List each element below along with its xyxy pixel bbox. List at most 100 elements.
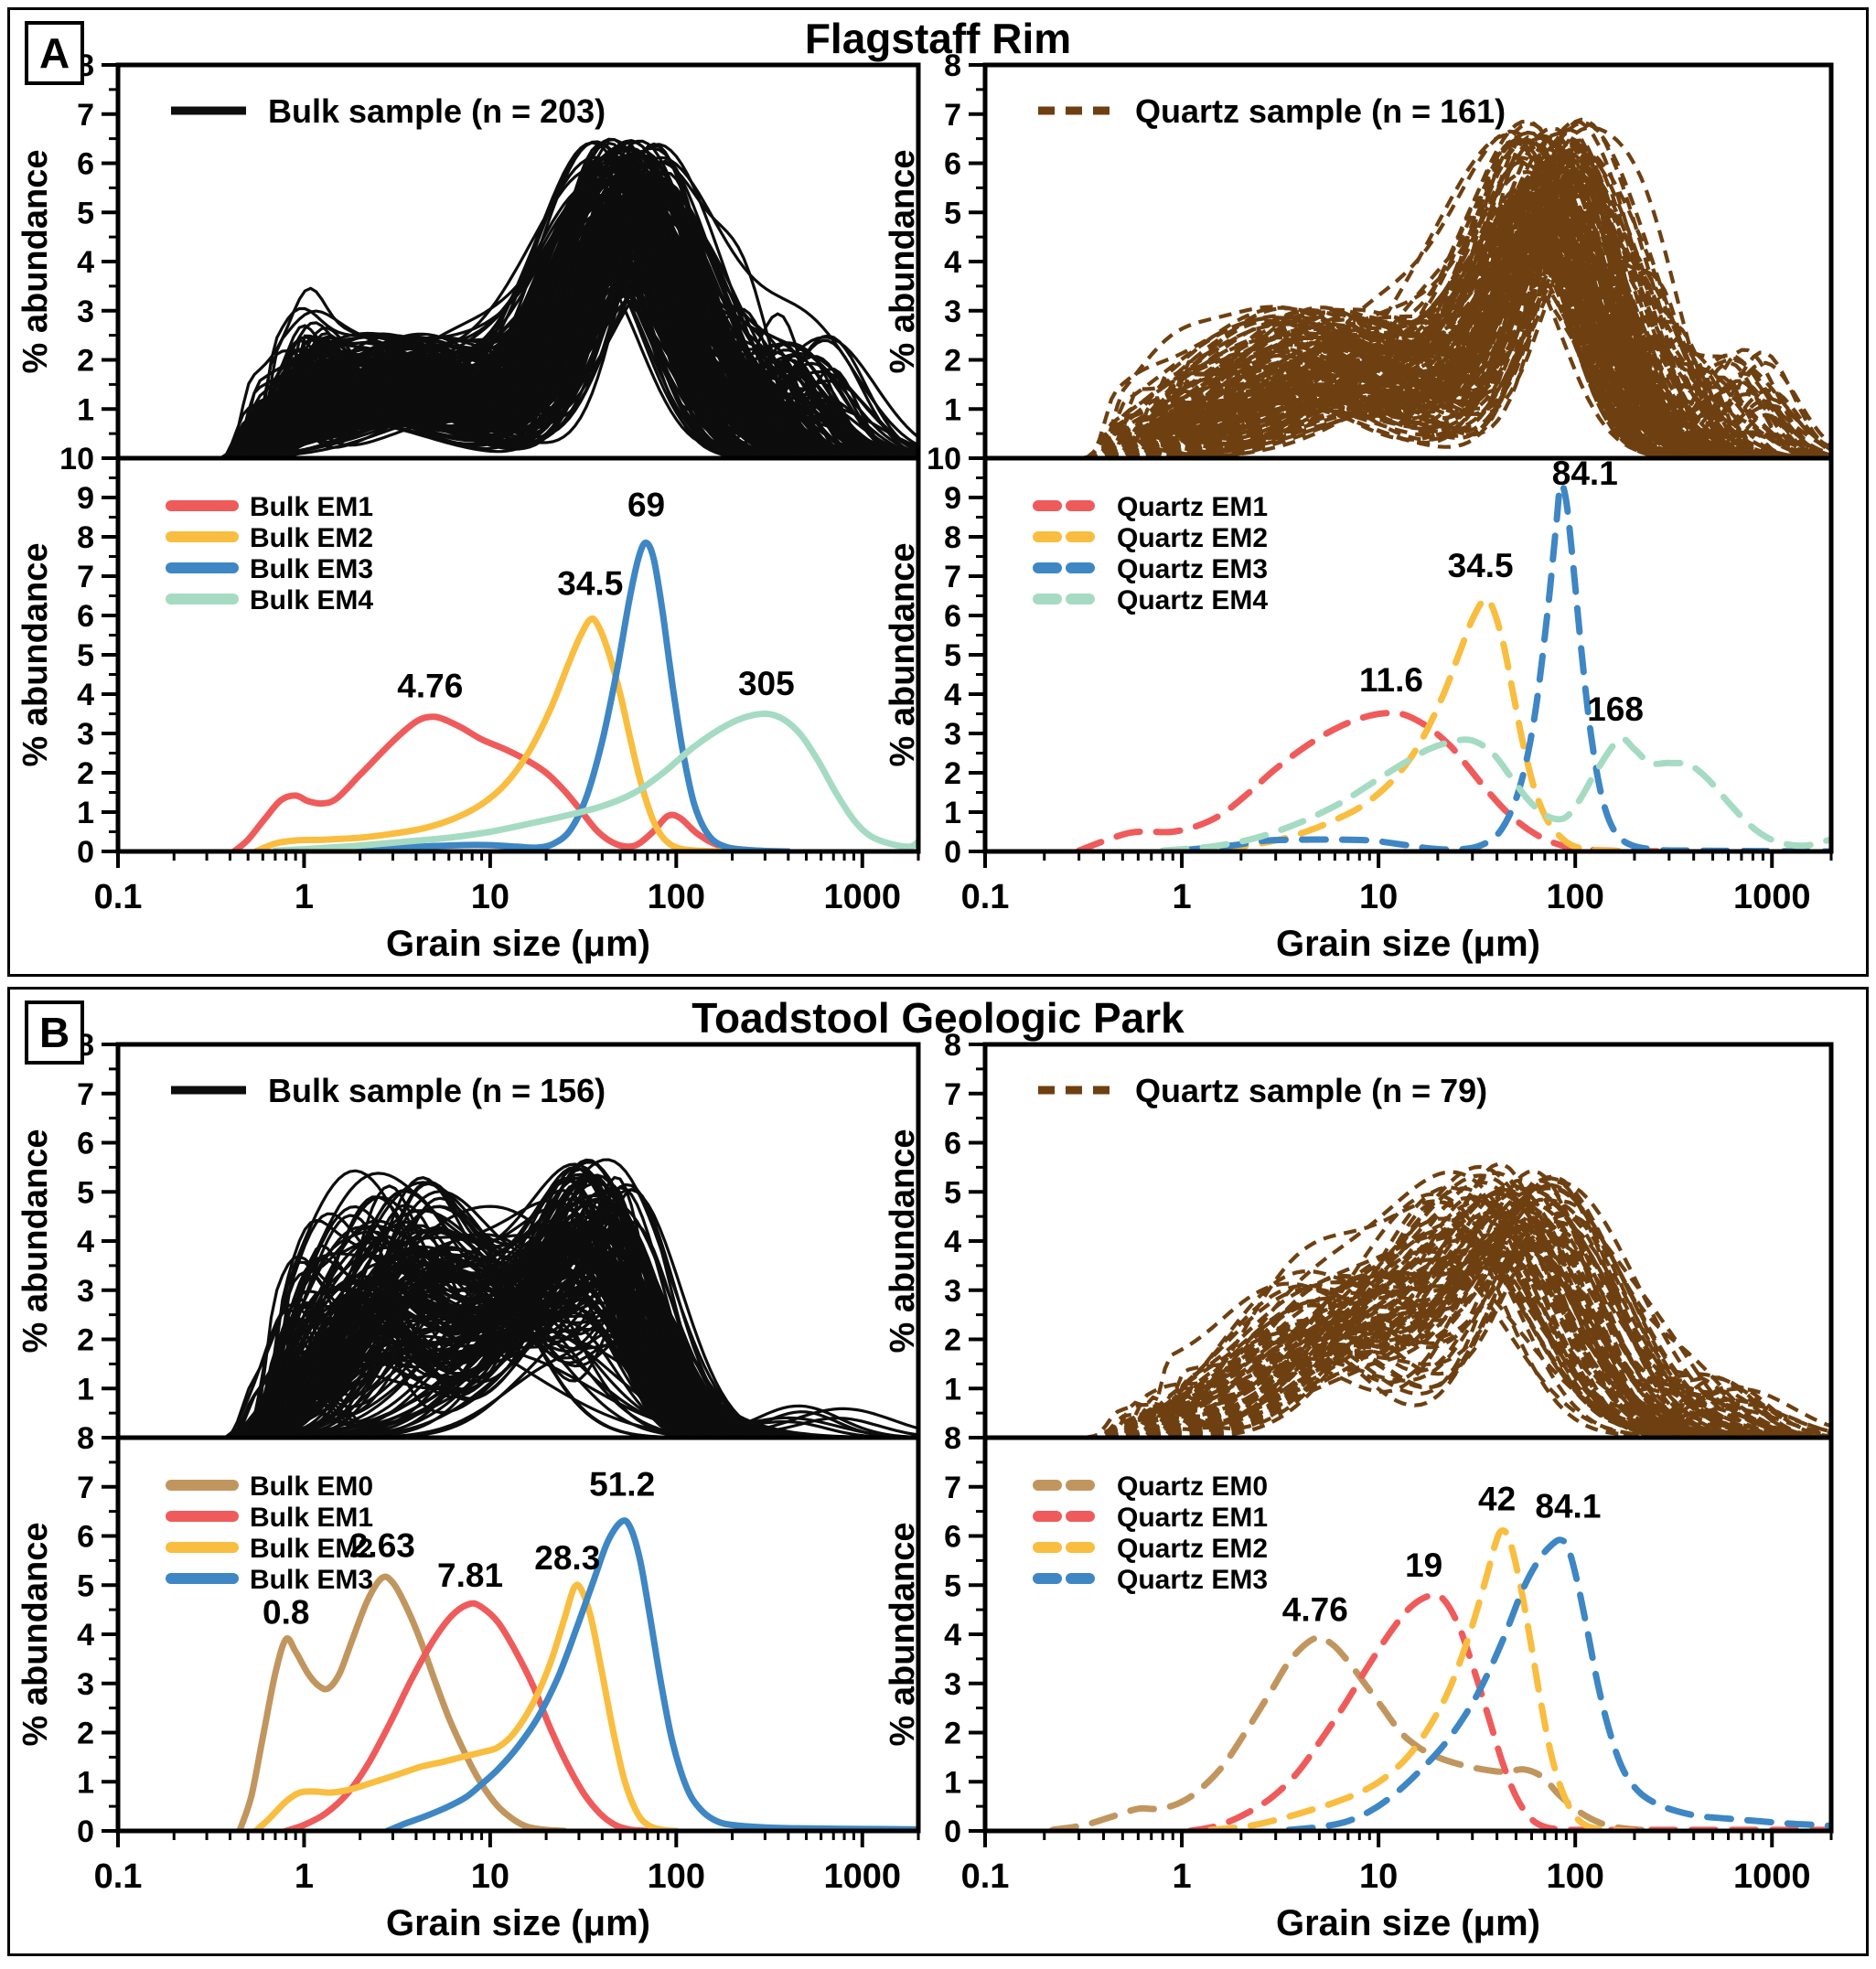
bulk-endmember-plot — [236, 1517, 918, 1831]
y-tick-label: 8 — [944, 520, 961, 555]
sample-curve — [1064, 219, 1831, 458]
legend-label-sample: Quartz sample (n = 79) — [1135, 1072, 1487, 1109]
y-tick-label: 3 — [944, 1274, 961, 1309]
y-tick-label: 8 — [77, 520, 94, 555]
peak-label-19: 19 — [1405, 1546, 1442, 1584]
legend-label-sample: Bulk sample (n = 203) — [268, 92, 606, 130]
y-tick-label: 10 — [59, 442, 94, 476]
sample-curve — [192, 273, 918, 458]
y-axis-bottom: 0 1 2 3 4 5 6 7 8 9 10 — [59, 442, 118, 870]
y-axis-title: % abundance — [16, 543, 55, 767]
bulk-em3-curve — [292, 539, 792, 851]
x-tick-label: 1 — [295, 878, 314, 916]
x-tick-label: 1000 — [823, 878, 901, 916]
quartz-em2-curve — [1207, 1527, 1638, 1831]
quartz-em4-curve — [1159, 735, 1831, 851]
legend-label-bulk-em3: Bulk EM3 — [250, 1565, 373, 1595]
x-axis-label: Grain size (μm) — [386, 1903, 650, 1943]
y-tick-label: 4 — [77, 1618, 94, 1653]
y-tick-label: 6 — [77, 599, 94, 634]
quartz-sample-plot — [1064, 1161, 1831, 1438]
bulk-peak-labels: 4.76 34.5 69 305 — [397, 487, 794, 705]
x-tick-label: 1000 — [1733, 878, 1811, 916]
sample-curve — [192, 1262, 918, 1438]
peak-label-42: 42 — [1478, 1481, 1516, 1518]
y-axis-title: % abundance — [16, 1129, 55, 1354]
y-tick-label: 7 — [77, 560, 94, 594]
peak-label-69: 69 — [627, 487, 665, 524]
legend-label-quartz-em3: Quartz EM3 — [1117, 1565, 1268, 1595]
peak-label-7.81: 7.81 — [437, 1557, 503, 1594]
peak-label-28.3: 28.3 — [534, 1539, 600, 1577]
quartz-sample-curves — [1064, 117, 1831, 458]
sample-curve — [192, 185, 918, 458]
y-tick-label: 4 — [77, 678, 94, 712]
sample-curve — [192, 1239, 918, 1438]
sample-curve — [1064, 122, 1831, 458]
peak-label-34.5: 34.5 — [1448, 547, 1514, 584]
y-tick-label: 7 — [944, 98, 961, 133]
x-tick-label: 100 — [648, 878, 705, 916]
y-tick-label: 2 — [944, 1717, 961, 1751]
y-tick-label: 2 — [944, 756, 961, 791]
bulk-em3-curve — [383, 1517, 918, 1831]
y-tick-label: 5 — [944, 1568, 961, 1603]
y-tick-label: 6 — [77, 147, 94, 182]
sample-curve — [192, 227, 918, 458]
sample-curve — [1064, 169, 1831, 458]
y-tick-label: 8 — [77, 1421, 94, 1456]
sample-curve — [192, 1204, 918, 1438]
sample-curve — [1064, 1211, 1831, 1438]
sample-curve — [1064, 1227, 1831, 1438]
legend-label-sample: Quartz sample (n = 161) — [1135, 92, 1506, 130]
peak-label-84.1: 84.1 — [1552, 455, 1618, 492]
legend-label-sample: Bulk sample (n = 156) — [268, 1072, 606, 1109]
bulk-endmember-plot — [230, 539, 918, 851]
legend-label-bulk-em2: Bulk EM2 — [250, 523, 373, 553]
y-tick-label: 0 — [944, 835, 961, 870]
legend-label-quartz-em1: Quartz EM1 — [1117, 1503, 1268, 1533]
quartz-em2-curve — [1178, 595, 1638, 851]
peak-label-51.2: 51.2 — [589, 1466, 655, 1504]
y-tick-label: 1 — [77, 1765, 94, 1800]
y-tick-label: 5 — [77, 1175, 94, 1210]
y-tick-label: 1 — [77, 796, 94, 830]
y-tick-label: 4 — [77, 245, 94, 280]
x-axis-label: Grain size (μm) — [386, 924, 650, 964]
bulk-sample-legend: Bulk sample (n = 156) — [171, 1072, 606, 1109]
legend-label-bulk-em3: Bulk EM3 — [250, 554, 373, 584]
sample-curve — [192, 1223, 918, 1438]
sample-curve — [192, 1264, 918, 1438]
y-tick-label: 4 — [944, 1618, 961, 1653]
sample-curve — [1064, 1250, 1831, 1438]
bulk-em0-curve — [236, 1573, 568, 1831]
quartz-em0-curve — [1049, 1634, 1673, 1831]
sample-curve — [192, 178, 918, 458]
bulk-endmember-frame — [115, 455, 921, 854]
y-axis-bottom: 0 1 2 3 4 5 6 7 8 9 10 — [927, 442, 985, 870]
y-tick-label: 2 — [77, 344, 94, 379]
y-tick-label: 7 — [944, 560, 961, 594]
y-axis-title: % abundance — [16, 150, 55, 374]
y-tick-label: 1 — [77, 392, 94, 427]
y-tick-label: 5 — [944, 196, 961, 230]
legend-label-bulk-em1: Bulk EM1 — [250, 492, 373, 522]
y-tick-label: 8 — [944, 48, 961, 83]
peak-label-11.6: 11.6 — [1359, 661, 1423, 699]
sample-curve — [192, 155, 918, 458]
x-axis: 0.1 1 10 100 1000 Grain size (μm) — [961, 1831, 1833, 1943]
sample-curve — [1064, 1199, 1831, 1438]
peak-label-84.1: 84.1 — [1535, 1488, 1601, 1525]
quartz-peak-labels: 4.76 19 42 84.1 — [1282, 1481, 1602, 1629]
legend-label-quartz-em1: Quartz EM1 — [1117, 492, 1268, 522]
peak-label-4.76: 4.76 — [397, 667, 463, 704]
peak-label-4.76: 4.76 — [1282, 1591, 1348, 1629]
legend-label-bulk-em0: Bulk EM0 — [250, 1471, 373, 1502]
y-axis-title: % abundance — [884, 150, 922, 374]
quartz-endmember-plot — [1076, 481, 1831, 851]
